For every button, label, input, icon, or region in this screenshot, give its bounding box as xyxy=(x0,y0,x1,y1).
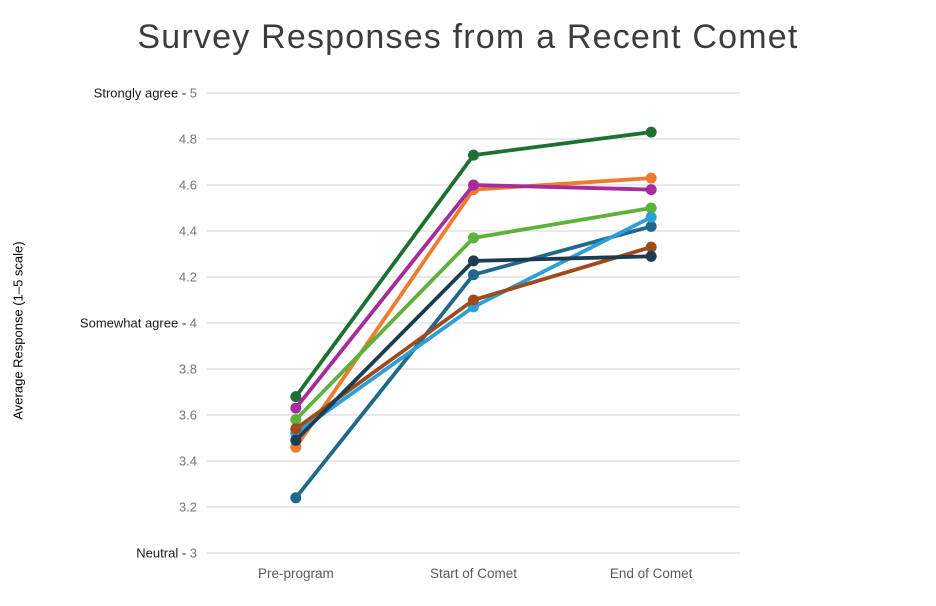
series-light-green-point xyxy=(290,414,302,426)
series-teal-point xyxy=(290,492,302,504)
y-tick-label: Somewhat agree - 4 xyxy=(80,316,197,331)
series-magenta-point xyxy=(468,179,479,191)
x-axis-label: Start of Comet xyxy=(430,566,517,581)
series-cyan-point xyxy=(645,211,657,223)
series-dark-green-point xyxy=(645,126,657,138)
series-light-green-point xyxy=(645,202,657,214)
y-tick-label: 4.4 xyxy=(179,224,197,239)
chart-title: Survey Responses from a Recent Comet xyxy=(137,18,799,56)
series-brown-point xyxy=(290,423,302,435)
y-tick-label: 3.4 xyxy=(179,454,197,469)
y-tick-label: 3.8 xyxy=(179,362,197,377)
x-axis-label: End of Comet xyxy=(610,566,693,581)
series-navy-point xyxy=(290,434,302,446)
y-tick-label: 4.8 xyxy=(179,132,197,147)
x-axis-label: Pre-program xyxy=(258,566,334,581)
y-tick-label: 3.2 xyxy=(179,500,197,515)
series-teal-point xyxy=(645,220,657,232)
y-tick-label: 3.6 xyxy=(179,408,197,423)
series-light-green-point xyxy=(468,232,479,244)
y-tick-label: 4.6 xyxy=(179,178,197,193)
series-navy-line xyxy=(293,254,654,443)
series-navy-point xyxy=(468,255,479,267)
series-brown-point xyxy=(468,294,479,306)
y-tick-label: Neutral - 3 xyxy=(136,546,197,561)
series-orange-point xyxy=(645,172,657,184)
series-teal-point xyxy=(468,269,479,281)
series-dark-green-point xyxy=(468,149,479,161)
y-axis-title: Average Response (1–5 scale) xyxy=(10,241,26,420)
series-teal-line xyxy=(293,224,654,500)
series-dark-green-point xyxy=(290,391,302,403)
y-tick-label: Strongly agree - 5 xyxy=(94,86,197,101)
series-magenta-point xyxy=(290,402,302,414)
series-brown-point xyxy=(645,241,657,253)
y-tick-label: 4.2 xyxy=(179,270,197,285)
series-navy-point xyxy=(645,250,657,262)
series-magenta-point xyxy=(645,184,657,196)
